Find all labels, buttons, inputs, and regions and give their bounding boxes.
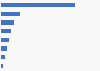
Bar: [1, 38, 9, 42]
Bar: [1, 29, 11, 33]
Bar: [1, 20, 14, 25]
Bar: [1, 64, 3, 68]
Bar: [1, 46, 7, 51]
Bar: [1, 3, 75, 7]
Bar: [1, 12, 20, 16]
Bar: [1, 55, 5, 59]
